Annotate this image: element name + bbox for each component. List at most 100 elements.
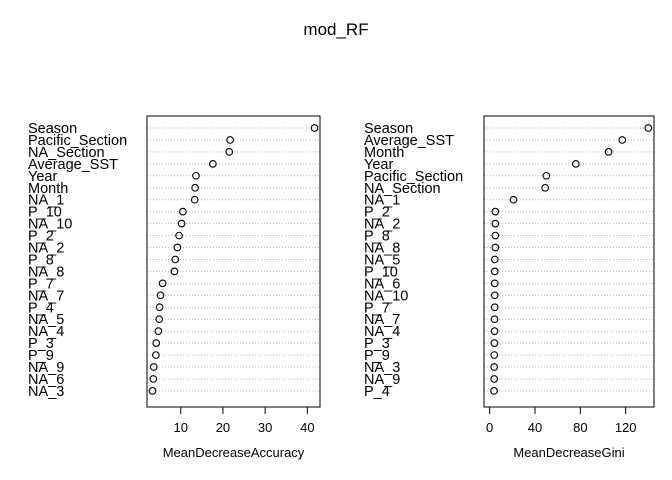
- variable-label: NA_5: [28, 312, 64, 328]
- importance-point: [155, 315, 164, 324]
- variable-label: P_3: [28, 336, 54, 352]
- importance-point: [190, 195, 199, 204]
- accuracy-axis-label: MeanDecreaseAccuracy: [163, 445, 305, 460]
- importance-point: [156, 291, 165, 300]
- variable-label: NA_3: [364, 360, 400, 376]
- variable-label: NA_7: [28, 288, 64, 304]
- importance-point: [491, 219, 500, 228]
- variable-label: Season: [364, 121, 413, 137]
- variable-label: Year: [364, 157, 393, 173]
- importance-point: [490, 255, 499, 264]
- importance-point: [152, 339, 161, 347]
- importance-point: [155, 303, 164, 312]
- importance-point: [542, 171, 551, 180]
- importance-point: [490, 375, 499, 383]
- importance-point: [541, 183, 550, 192]
- importance-point: [571, 160, 580, 168]
- x-tick-label: 40: [528, 420, 542, 435]
- variable-label: P_10: [364, 264, 398, 280]
- variable-label: P_8: [28, 252, 54, 268]
- variable-label: NA_10: [28, 217, 72, 233]
- importance-point: [191, 183, 199, 192]
- variable-label: NA_8: [364, 241, 400, 257]
- variable-label: NA_9: [364, 372, 400, 388]
- x-tick-label: 10: [174, 420, 188, 435]
- importance-point: [173, 243, 182, 252]
- importance-point: [148, 387, 157, 395]
- importance-point: [208, 160, 217, 168]
- variable-label: P_4: [364, 384, 390, 400]
- importance-point: [175, 231, 183, 240]
- importance-point: [192, 171, 200, 180]
- variable-label: P_9: [28, 348, 54, 364]
- x-tick-label: 0: [486, 420, 493, 435]
- importance-point: [310, 124, 319, 132]
- x-tick-label: 40: [300, 420, 314, 435]
- importance-point: [490, 363, 499, 371]
- variable-label: NA_10: [364, 288, 408, 304]
- variable-label: P_9: [364, 348, 390, 364]
- importance-point: [154, 327, 163, 336]
- plot-frame: [483, 115, 655, 408]
- variable-label: P_2: [364, 205, 390, 221]
- variable-label: NA_Section: [28, 145, 105, 161]
- variable-label: Pacific_Section: [364, 169, 463, 185]
- importance-point: [158, 279, 167, 288]
- variable-label: P_8: [364, 229, 390, 245]
- variable-label: NA_Section: [364, 181, 441, 197]
- importance-point: [509, 195, 518, 204]
- variable-label: NA_4: [364, 324, 400, 340]
- importance-point: [179, 207, 187, 216]
- variable-label: Year: [28, 169, 57, 185]
- importance-point: [225, 148, 234, 156]
- importance-point: [152, 351, 160, 359]
- importance-point: [490, 267, 499, 276]
- importance-point: [604, 148, 613, 156]
- variable-label: Pacific_Section: [28, 133, 127, 149]
- variable-label: Season: [28, 121, 77, 137]
- variable-label: P_7: [28, 276, 54, 292]
- importance-point: [490, 387, 498, 395]
- variable-label: NA_4: [28, 324, 64, 340]
- variable-label: NA_2: [364, 217, 400, 233]
- variable-label: Month: [28, 181, 68, 197]
- x-tick-label: 20: [216, 420, 230, 435]
- importance-point: [170, 267, 179, 276]
- importance-point: [491, 231, 500, 240]
- chart-title: mod_RF: [303, 20, 368, 39]
- variable-label: P_10: [28, 205, 62, 221]
- accuracy-panel: SeasonPacific_SectionNA_SectionAverage_S…: [28, 115, 321, 460]
- x-tick-label: 120: [615, 420, 637, 435]
- importance-point: [618, 136, 627, 144]
- importance-point: [644, 124, 653, 132]
- gini-panel: SeasonAverage_SSTMonthYearPacific_Sectio…: [364, 115, 655, 460]
- importance-point: [490, 291, 499, 300]
- importance-point: [226, 136, 234, 144]
- importance-point: [490, 351, 499, 359]
- importance-point: [491, 207, 500, 216]
- variable-label: NA_3: [28, 384, 64, 400]
- variable-label: P_2: [28, 229, 54, 245]
- variable-label: NA_6: [364, 276, 400, 292]
- variable-label: P_7: [364, 300, 390, 316]
- variable-label: NA_2: [28, 241, 64, 257]
- variable-label: Average_SST: [28, 157, 118, 173]
- importance-point: [490, 339, 499, 347]
- importance-point: [490, 315, 499, 324]
- x-tick-label: 80: [573, 420, 587, 435]
- variable-label: NA_6: [28, 372, 64, 388]
- x-tick-label: 30: [258, 420, 272, 435]
- variable-label: Month: [364, 145, 404, 161]
- variable-label: NA_5: [364, 252, 400, 268]
- gini-axis-label: MeanDecreaseGini: [513, 445, 624, 460]
- importance-point: [490, 327, 499, 336]
- variable-label: NA_1: [28, 193, 64, 209]
- importance-point: [149, 375, 158, 383]
- importance-point: [491, 243, 500, 252]
- variable-label: NA_8: [28, 264, 64, 280]
- variable-label: NA_9: [28, 360, 64, 376]
- importance-point: [490, 279, 499, 288]
- importance-point: [149, 363, 158, 371]
- variable-label: P_3: [364, 336, 390, 352]
